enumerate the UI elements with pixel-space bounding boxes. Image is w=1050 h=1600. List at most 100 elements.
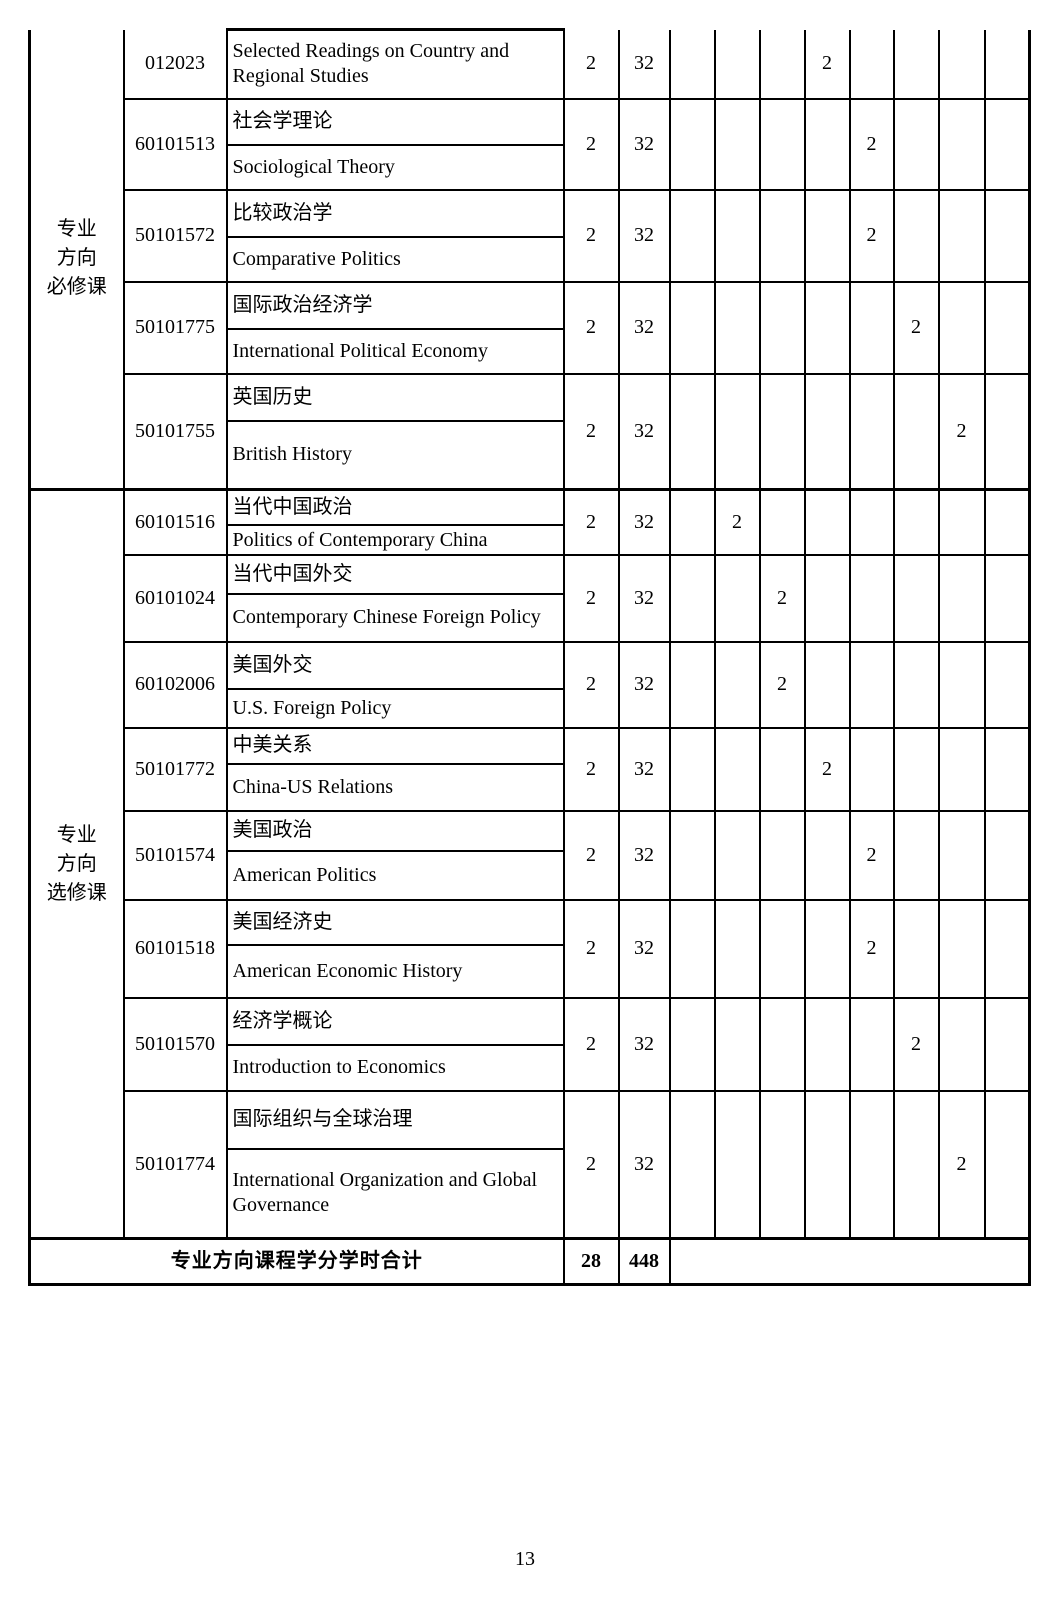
total-row: 专业方向课程学分学时合计 28 448	[28, 1237, 1031, 1286]
credits-cell: 2	[562, 1089, 620, 1240]
semester-mark-cell	[668, 97, 716, 191]
course-name-zh-text: 美国政治	[232, 819, 313, 841]
course-row: 专业 方向 必修课 012023 Selected Readings on Countr…	[28, 28, 1031, 491]
course-row: 60101513 社会学理论 2 32 2	[30, 97, 1031, 191]
semester-mark-cell	[758, 809, 806, 901]
course-name-zh: 美国经济史	[225, 898, 565, 946]
semester-mark-cell	[668, 188, 716, 283]
semester-mark-cell	[803, 97, 851, 191]
course-name-en: China-US Relations	[225, 762, 565, 812]
credits-cell: 2	[562, 280, 620, 375]
course-name-zh-text: 国际政治经济学	[232, 293, 373, 316]
semester-mark-cell: 2	[892, 280, 940, 375]
credits-cell: 2	[562, 996, 620, 1092]
course-code-cell: 50101772	[122, 726, 228, 812]
course-row-english: Contemporary Chinese Foreign Policy	[30, 592, 1030, 643]
course-code-cell: 50101574	[122, 809, 228, 901]
course-name-zh: 美国外交	[225, 640, 565, 690]
credits-cell: 2	[562, 553, 620, 643]
semester-mark-cell	[668, 280, 716, 375]
semester-mark-cell	[848, 372, 895, 491]
course-name-zh: 经济学概论	[225, 996, 565, 1046]
course-code-cell: 50101570	[122, 996, 228, 1092]
hours-cell: 32	[617, 488, 671, 556]
credits-cell: 2	[562, 898, 620, 999]
course-row: 60101024 当代中国外交 2 32 2	[30, 553, 1031, 643]
course-name-en-text: China-US Relations	[232, 775, 394, 798]
course-name-en-text: Comparative Politics	[232, 247, 401, 270]
hours-cell: 32	[617, 553, 671, 643]
semester-mark-cell	[848, 640, 895, 729]
course-row: 50101755 英国历史 2 32 2	[30, 372, 1031, 491]
course-name-zh-text: 英国历史	[232, 385, 313, 408]
semester-mark-cell	[713, 809, 761, 901]
course-code-cell: 50101572	[122, 188, 228, 283]
total-label: 专业方向课程学分学时合计	[28, 1237, 565, 1286]
course-name-zh-text: 美国外交	[232, 653, 313, 676]
course-name-zh: 国际组织与全球治理	[225, 1089, 565, 1150]
semester-mark-cell: 2	[937, 372, 986, 491]
semester-mark-cell	[803, 809, 851, 901]
course-name-zh-text: 经济学概论	[232, 1009, 333, 1032]
course-name-zh: 英国历史	[225, 372, 565, 422]
course-row-english: Politics of Contemporary China	[30, 523, 1030, 556]
course-code-cell: 60101513	[122, 97, 228, 191]
hours-cell: 32	[617, 372, 671, 491]
semester-mark-cell	[983, 553, 1031, 643]
course-row: 50101774 国际组织与全球治理 2 32 2	[30, 1089, 1031, 1240]
semester-mark-cell	[892, 29, 940, 100]
course-row: 60102006 美国外交 2 32 2	[30, 640, 1031, 729]
semester-mark-cell	[983, 488, 1031, 556]
course-row-english: Sociological Theory	[30, 143, 1030, 191]
hours-cell: 32	[617, 640, 671, 729]
semester-mark-cell: 2	[713, 488, 761, 556]
semester-mark-cell	[713, 188, 761, 283]
course-name-en-text: British History	[232, 443, 352, 466]
credits-cell: 2	[562, 726, 620, 812]
semester-mark-cell: 2	[937, 1089, 986, 1240]
semester-mark-cell: 2	[758, 640, 806, 729]
course-name-en: British History	[225, 419, 565, 491]
semester-mark-cell	[892, 488, 940, 556]
course-name-zh: 当代中国政治	[225, 488, 565, 526]
course-name-zh-text: 国际组织与全球治理	[232, 1108, 413, 1130]
credits-cell: 2	[562, 809, 620, 901]
course-row: 60101518 美国经济史 2 32 2	[30, 898, 1031, 999]
semester-mark-cell	[892, 809, 940, 901]
semester-mark-cell	[713, 280, 761, 375]
semester-mark-cell: 2	[758, 553, 806, 643]
total-empty-cell	[668, 1237, 1031, 1286]
course-row-english: American Politics	[30, 849, 1030, 901]
semester-mark-cell	[848, 996, 895, 1092]
course-name-en-text: International Organization and Global Go…	[232, 1169, 538, 1217]
hours-cell: 32	[617, 726, 671, 812]
category-line: 方向	[56, 247, 97, 270]
course-name-en: Sociological Theory	[225, 143, 565, 191]
course-code-cell: 60101518	[122, 898, 228, 999]
category-line: 必修课	[46, 276, 107, 299]
credits-cell: 2	[562, 29, 620, 100]
credits-cell: 2	[562, 188, 620, 283]
credits-cell: 2	[562, 640, 620, 729]
semester-mark-cell: 2	[892, 996, 940, 1092]
course-name-en-text: Sociological Theory	[232, 155, 395, 178]
semester-mark-cell	[848, 726, 895, 812]
semester-mark-cell	[758, 1089, 806, 1240]
semester-mark-cell: 2	[803, 29, 851, 100]
course-name-zh: 国际政治经济学	[225, 280, 565, 330]
semester-mark-cell	[713, 97, 761, 191]
semester-mark-cell	[803, 553, 851, 643]
semester-mark-cell	[983, 809, 1031, 901]
course-row: 专业 方向 选修课 60101516 当代中国政治 2 32 2	[28, 488, 1031, 1240]
course-name-en: Selected Readings on Country and Regiona…	[225, 28, 565, 100]
course-name-en-text: Selected Readings on Country and Regiona…	[232, 40, 510, 88]
semester-mark-cell	[713, 996, 761, 1092]
semester-mark-cell	[892, 726, 940, 812]
semester-mark-cell	[892, 898, 940, 999]
course-row-english: Comparative Politics	[30, 235, 1030, 283]
hours-cell: 32	[617, 898, 671, 999]
semester-mark-cell	[668, 1089, 716, 1240]
course-name-en-text: Contemporary Chinese Foreign Policy	[232, 606, 541, 628]
category-cell: 专业 方向 必修课	[28, 29, 125, 491]
